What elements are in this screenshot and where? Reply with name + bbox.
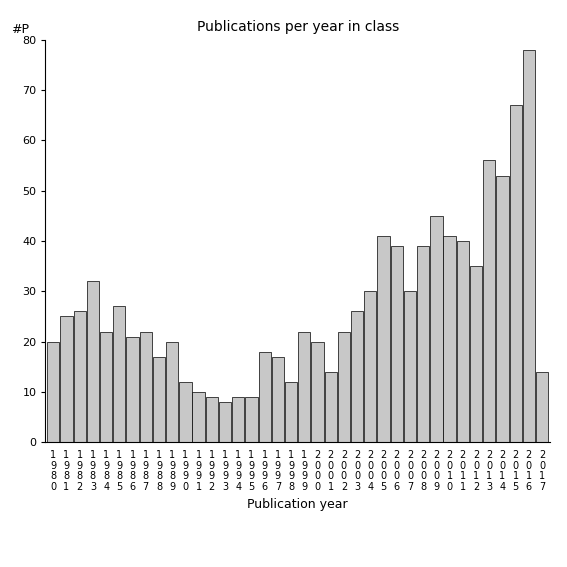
Bar [351, 311, 363, 442]
Bar [324, 372, 337, 442]
Bar [272, 357, 284, 442]
Bar [246, 397, 257, 442]
Bar [47, 341, 60, 442]
Bar [298, 332, 310, 442]
Bar [139, 332, 152, 442]
Bar [192, 392, 205, 442]
Bar [232, 397, 244, 442]
Bar [113, 306, 125, 442]
Bar [74, 311, 86, 442]
Y-axis label: #P: #P [11, 23, 29, 36]
Bar [285, 382, 297, 442]
Title: Publications per year in class: Publications per year in class [197, 20, 399, 35]
Bar [100, 332, 112, 442]
Bar [430, 216, 442, 442]
Bar [126, 337, 139, 442]
Bar [219, 402, 231, 442]
Bar [311, 341, 324, 442]
Bar [404, 291, 416, 442]
Bar [60, 316, 73, 442]
Bar [166, 341, 178, 442]
Bar [179, 382, 192, 442]
Bar [206, 397, 218, 442]
Bar [496, 176, 509, 442]
Bar [153, 357, 165, 442]
Bar [378, 236, 390, 442]
X-axis label: Publication year: Publication year [247, 498, 348, 511]
Bar [456, 241, 469, 442]
Bar [259, 352, 271, 442]
Bar [364, 291, 376, 442]
Bar [510, 105, 522, 442]
Bar [87, 281, 99, 442]
Bar [338, 332, 350, 442]
Bar [523, 50, 535, 442]
Bar [483, 160, 496, 442]
Bar [536, 372, 548, 442]
Bar [391, 246, 403, 442]
Bar [443, 236, 456, 442]
Bar [470, 266, 482, 442]
Bar [417, 246, 429, 442]
